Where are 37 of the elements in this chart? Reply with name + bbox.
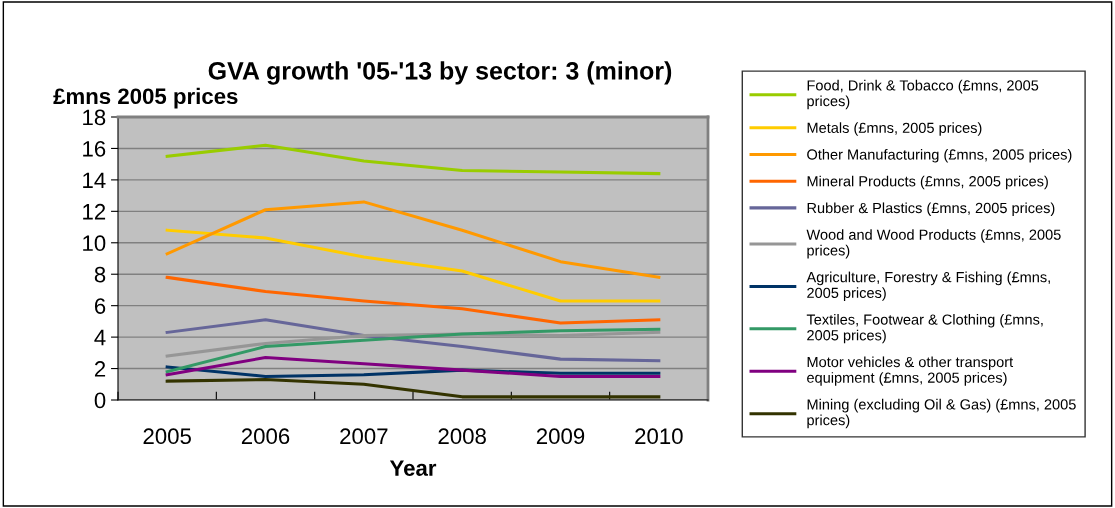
x-tick-label: 2007	[340, 428, 388, 445]
x-tick-label: 2006	[241, 428, 290, 445]
legend-label: Wood and Wood Products (£mns, 2005 prices)	[806, 229, 1061, 259]
y-tick-label: 16	[83, 140, 106, 157]
line-series	[165, 378, 661, 399]
x-tick-label: 2008	[438, 428, 486, 445]
legend-label: Food, Drink & Tobacco (£mns, 2005 prices)	[807, 79, 1039, 110]
line-series	[165, 200, 661, 279]
y-tick-label: 10	[83, 235, 106, 252]
x-axis-title: Year	[389, 460, 437, 476]
line-series	[165, 356, 661, 378]
line-series	[165, 228, 661, 303]
legend-label: Mineral Products (£mns, 2005 prices)	[807, 175, 1048, 190]
y-tick-label: 14	[83, 172, 106, 188]
y-tick-label: 18	[83, 109, 106, 126]
legend-label: Metals (£mns, 2005 prices)	[807, 122, 982, 136]
y-tick-label: 0	[94, 392, 106, 409]
legend-label: Mining (excluding Oil & Gas) (£mns, 2005 prices)	[807, 398, 1076, 429]
legend-label: Textiles, Footwear & Clothing (£mns, 2005 prices)	[806, 314, 1043, 344]
line-series	[165, 318, 661, 363]
y-axis-title: £mns 2005 prices	[53, 87, 238, 109]
x-tick-label: 2005	[143, 428, 191, 445]
y-tick-label: 6	[94, 298, 106, 314]
line-series	[165, 327, 661, 374]
chart-title: GVA growth '05-'13 by sector: 3 (minor)	[208, 61, 672, 85]
y-tick-label: 8	[94, 266, 106, 283]
legend-label: Motor vehicles & other transport equipment (£mns, 2005 prices)	[807, 356, 1014, 386]
y-tick-label: 2	[94, 361, 106, 377]
x-tick-label: 2009	[536, 428, 585, 445]
legend-label: Other Manufacturing (£mns, 2005 prices)	[807, 148, 1072, 163]
y-tick-label: 4	[94, 329, 106, 346]
y-tick-label: 12	[83, 203, 106, 220]
line-series	[165, 143, 661, 176]
legend-label: Agriculture, Forestry & Fishing (£mns, 2005 prices)	[806, 271, 1050, 301]
x-tick-label: 2010	[635, 428, 683, 445]
legend-label: Rubber & Plastics (£mns, 2005 prices)	[807, 202, 1055, 217]
line-series	[165, 275, 661, 325]
